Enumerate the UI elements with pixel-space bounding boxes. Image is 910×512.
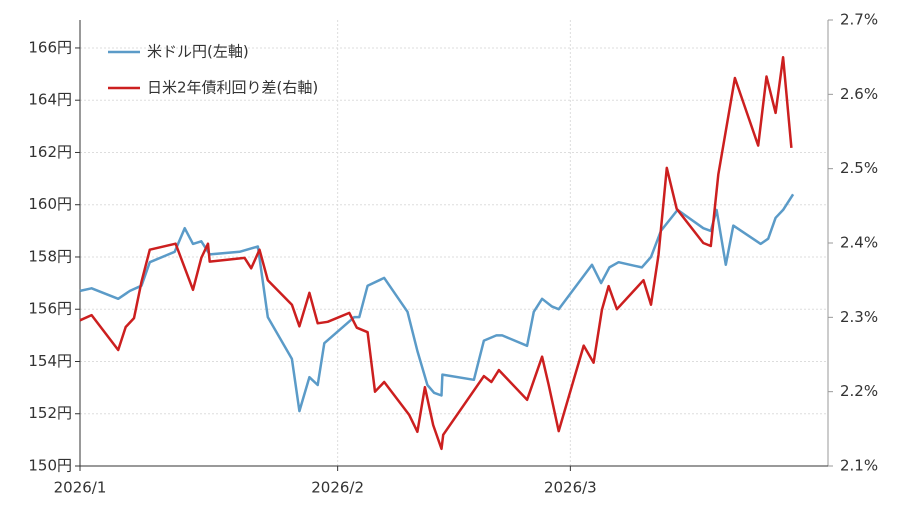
y-tick-label: 152円 — [28, 404, 72, 422]
x-tick-label: 2026/3 — [544, 479, 597, 497]
x-tick-label: 2026/2 — [311, 479, 364, 497]
y2-tick-label: 2.3% — [840, 308, 878, 326]
y2-tick-label: 2.2% — [840, 382, 878, 400]
y2-tick-label: 2.1% — [840, 457, 878, 475]
legend-label: 米ドル円(左軸) — [147, 43, 249, 61]
y-tick-label: 150円 — [28, 457, 72, 475]
y-tick-label: 154円 — [28, 352, 72, 370]
y2-tick-label: 2.6% — [840, 85, 878, 103]
y2-tick-label: 2.5% — [840, 159, 878, 177]
x-tick-label: 2026/1 — [54, 479, 107, 497]
y2-tick-label: 2.7% — [840, 11, 878, 29]
y-tick-label: 158円 — [28, 247, 72, 265]
series-line — [79, 55, 793, 451]
series-line — [79, 193, 795, 413]
y-tick-label: 166円 — [28, 38, 72, 56]
legend-label: 日米2年債利回り差(右軸) — [147, 79, 318, 97]
y-tick-label: 156円 — [28, 300, 72, 318]
y-tick-label: 160円 — [28, 195, 72, 213]
y-tick-label: 164円 — [28, 91, 72, 109]
y-tick-label: 162円 — [28, 143, 72, 161]
y2-tick-label: 2.4% — [840, 234, 878, 252]
